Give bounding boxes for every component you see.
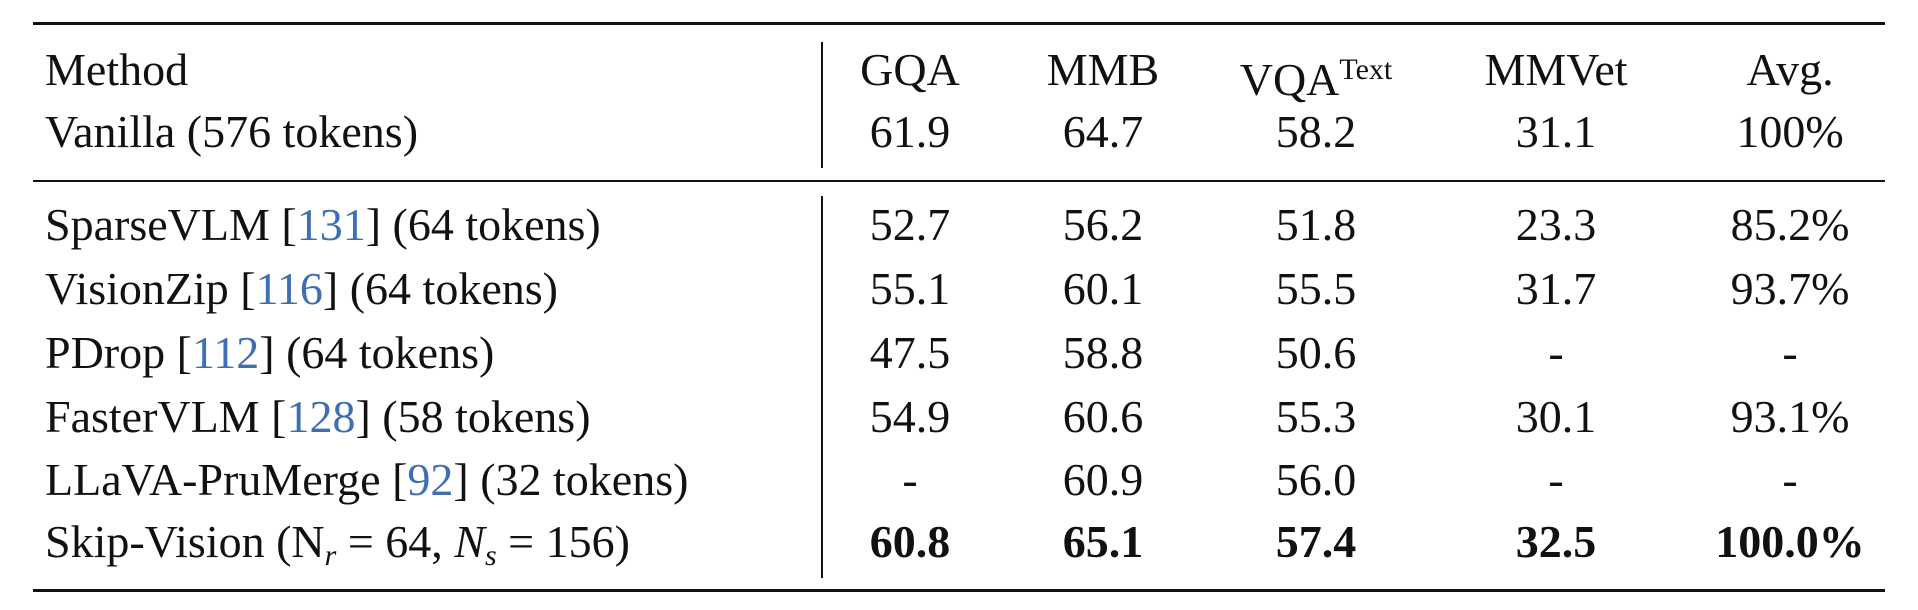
- method-cell: FasterVLM [128] (58 tokens): [45, 389, 591, 445]
- text-segment: Method: [45, 44, 189, 95]
- value-cell: 30.1: [1515, 391, 1597, 442]
- value-cell: -: [902, 454, 918, 505]
- column-header: MMVet: [1484, 42, 1627, 98]
- method-cell: Vanilla (576 tokens): [45, 104, 418, 160]
- text-segment: = 64,: [336, 516, 455, 567]
- value-cell: 50.6: [1275, 327, 1357, 378]
- value-cell: 54.9: [869, 391, 951, 442]
- citation: 116: [255, 263, 323, 314]
- value-cell: 64.7: [1062, 106, 1144, 157]
- value-cell: 58.8: [1062, 327, 1144, 378]
- value-cell: 61.9: [869, 106, 951, 157]
- column-header: MMB: [1047, 42, 1159, 98]
- citation: 128: [286, 391, 356, 442]
- value-cell: 51.8: [1275, 199, 1357, 250]
- value-cell: 60.6: [1062, 391, 1144, 442]
- text-segment: N: [454, 516, 485, 567]
- text-segment: MMB: [1046, 44, 1160, 95]
- value-cell: 47.5: [869, 327, 951, 378]
- value-cell: 65.1: [1062, 516, 1144, 567]
- citation: 92: [407, 454, 454, 505]
- column-divider: [821, 42, 823, 168]
- value-cell: 23.3: [1515, 199, 1597, 250]
- value-cell: 31.1: [1515, 106, 1597, 157]
- method-cell: LLaVA-PruMerge [92] (32 tokens): [45, 452, 688, 508]
- method-cell: SparseVLM [131] (64 tokens): [45, 197, 601, 253]
- bottom-rule: [33, 589, 1885, 592]
- text-segment: Avg.: [1746, 44, 1834, 95]
- value-cell: 85.2%: [1730, 199, 1850, 250]
- text-segment: s: [484, 539, 497, 572]
- column-divider: [821, 196, 823, 578]
- value-cell: 55.3: [1275, 391, 1357, 442]
- value-cell: 58.2: [1275, 106, 1357, 157]
- value-cell: 57.4: [1275, 516, 1357, 567]
- text-segment: ] (64 tokens): [365, 199, 601, 250]
- value-cell: 100%: [1736, 106, 1844, 157]
- text-segment: PDrop [: [45, 327, 192, 378]
- text-segment: GQA: [860, 44, 960, 95]
- citation: 131: [296, 199, 366, 250]
- value-cell: 52.7: [869, 199, 951, 250]
- text-segment: MMVet: [1484, 44, 1628, 95]
- text-segment: VisionZip [: [45, 263, 256, 314]
- method-cell: VisionZip [116] (64 tokens): [45, 261, 558, 317]
- method-cell: PDrop [112] (64 tokens): [45, 325, 494, 381]
- text-segment: VQA: [1239, 54, 1340, 105]
- text-segment: Skip-Vision (N: [45, 516, 325, 567]
- mid-rule: [33, 180, 1885, 182]
- value-cell: 60.9: [1062, 454, 1144, 505]
- value-cell: 55.1: [869, 263, 951, 314]
- citation: 112: [191, 327, 260, 378]
- text-segment: LLaVA-PruMerge [: [45, 454, 408, 505]
- top-rule: [33, 22, 1885, 25]
- text-segment: Vanilla (576 tokens): [45, 106, 419, 157]
- text-segment: ] (64 tokens): [259, 327, 495, 378]
- value-cell: -: [1548, 454, 1564, 505]
- value-cell: 100.0%: [1715, 516, 1865, 567]
- column-header: Method: [45, 42, 188, 98]
- column-header: VQAText: [1240, 42, 1393, 105]
- text-segment: ] (32 tokens): [453, 454, 689, 505]
- value-cell: 93.7%: [1730, 263, 1850, 314]
- value-cell: 31.7: [1515, 263, 1597, 314]
- column-header: GQA: [860, 42, 960, 98]
- column-header: Avg.: [1746, 42, 1833, 98]
- value-cell: 60.8: [869, 516, 951, 567]
- method-cell: Skip-Vision (Nr = 64, Ns = 156): [45, 514, 630, 572]
- value-cell: -: [1548, 327, 1564, 378]
- value-cell: 56.2: [1062, 199, 1144, 250]
- value-cell: 32.5: [1515, 516, 1597, 567]
- text-segment: = 156): [496, 516, 630, 567]
- text-segment: Text: [1339, 53, 1393, 86]
- text-segment: ] (64 tokens): [322, 263, 558, 314]
- value-cell: 93.1%: [1730, 391, 1850, 442]
- value-cell: 55.5: [1275, 263, 1357, 314]
- text-segment: FasterVLM [: [45, 391, 287, 442]
- value-cell: 60.1: [1062, 263, 1144, 314]
- value-cell: -: [1782, 327, 1798, 378]
- text-segment: r: [324, 539, 337, 572]
- value-cell: 56.0: [1275, 454, 1357, 505]
- text-segment: ] (58 tokens): [355, 391, 591, 442]
- text-segment: SparseVLM [: [45, 199, 297, 250]
- value-cell: -: [1782, 454, 1798, 505]
